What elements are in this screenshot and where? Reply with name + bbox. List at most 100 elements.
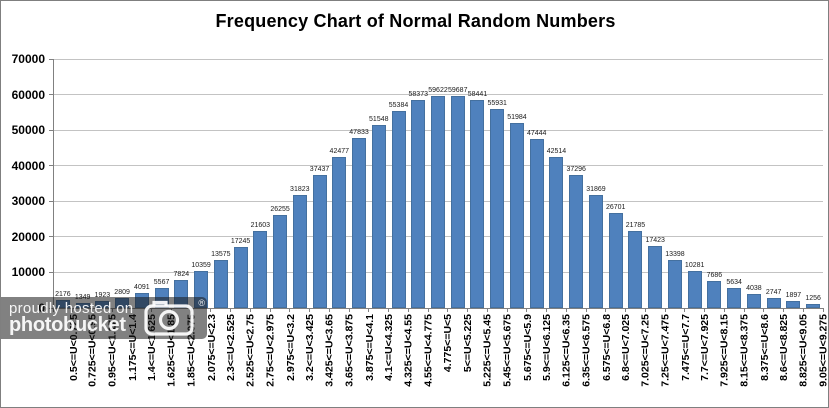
x-tick-label-text: 6.8<=U<7.025 xyxy=(620,314,633,381)
x-axis-tick xyxy=(684,308,686,312)
gridline xyxy=(53,58,823,60)
chart-title: Frequency Chart of Normal Random Numbers xyxy=(215,11,616,31)
bar xyxy=(549,157,564,308)
y-tick-label: 40000 xyxy=(11,158,45,173)
x-tick-label-text: 4.775<=U<5 xyxy=(442,314,455,373)
x-axis-tick xyxy=(328,308,330,312)
x-tick-label-text: 3.65<=U<3.875 xyxy=(343,314,356,387)
x-axis-tick xyxy=(526,308,528,312)
bar-value-label: 5634 xyxy=(726,279,742,286)
bar-value-label: 31823 xyxy=(290,186,310,193)
bar-value-label: 47833 xyxy=(349,129,369,136)
x-tick-label-text: 2.75<=U<2.975 xyxy=(264,314,277,387)
bar xyxy=(529,139,544,308)
bar-value-label: 58441 xyxy=(467,91,488,98)
bar-value-label: 4091 xyxy=(134,284,150,291)
x-axis-line xyxy=(53,308,823,309)
x-tick-label-text: 7.925<=U<8.15 xyxy=(718,314,731,387)
gridline xyxy=(53,94,823,96)
bar-value-label: 37437 xyxy=(309,166,330,173)
bar-value-label: 2176 xyxy=(55,291,71,298)
y-axis-tick xyxy=(49,236,53,238)
bar xyxy=(687,271,702,308)
x-tick-label-text: 7.25<=U<7.475 xyxy=(659,314,672,387)
bar-value-label: 47444 xyxy=(526,130,547,137)
bar xyxy=(667,260,682,308)
bar xyxy=(273,215,288,308)
bar xyxy=(312,175,327,308)
x-axis-tick xyxy=(289,308,291,312)
x-axis-tick xyxy=(802,308,804,312)
x-tick-label-text: 8.15<=U<8.375 xyxy=(738,314,751,387)
bar xyxy=(253,231,268,308)
bar xyxy=(233,247,248,308)
bar-value-label: 26701 xyxy=(605,204,626,211)
bar xyxy=(766,298,781,308)
bar-value-label: 37296 xyxy=(566,166,586,173)
x-axis-tick xyxy=(447,308,449,312)
x-tick-label-text: 5.675<=U<5.9 xyxy=(521,314,534,381)
bar-value-label: 13575 xyxy=(211,251,231,258)
bar xyxy=(332,157,347,308)
bar-value-label: 42514 xyxy=(546,148,567,155)
bar-value-label: 17423 xyxy=(645,237,665,244)
y-axis-tick xyxy=(49,58,53,60)
bar-value-label: 59687 xyxy=(448,87,468,94)
bar xyxy=(450,96,465,308)
x-axis-tick xyxy=(407,308,409,312)
bar xyxy=(707,281,722,308)
x-axis-tick xyxy=(348,308,350,312)
x-axis-tick xyxy=(230,308,232,312)
x-tick-label-text: 3.425<=U<3.65 xyxy=(324,314,337,387)
photobucket-watermark[interactable]: proudly hosted on photobucket ® xyxy=(1,297,207,339)
x-axis-tick xyxy=(704,308,706,312)
x-axis-tick xyxy=(743,308,745,312)
x-tick-label-text: 6.125<=U<6.35 xyxy=(560,314,573,387)
bar-value-label: 59622 xyxy=(428,87,448,94)
bar xyxy=(391,111,406,308)
x-axis-tick xyxy=(605,308,607,312)
bar-value-label: 21603 xyxy=(250,222,271,229)
y-tick-label: 60000 xyxy=(11,87,45,102)
x-axis-tick xyxy=(723,308,725,312)
x-tick-label-text: 6.35<=U<6.575 xyxy=(580,314,593,387)
bar-value-label: 2809 xyxy=(114,289,130,296)
bar xyxy=(431,96,445,308)
y-tick-label: 20000 xyxy=(11,229,45,244)
bar xyxy=(628,231,643,308)
x-axis-tick xyxy=(565,308,567,312)
bar-value-label: 1923 xyxy=(94,292,111,299)
bar-value-label: 51984 xyxy=(507,114,527,121)
x-axis-tick xyxy=(644,308,646,312)
x-tick-label-text: 3.875<=U<4.1 xyxy=(363,314,376,381)
watermark-brand: photobucket xyxy=(9,314,126,336)
x-axis-tick xyxy=(427,308,429,312)
bar xyxy=(470,100,485,308)
bar xyxy=(786,301,801,308)
x-axis-tick xyxy=(486,308,488,312)
x-axis-tick xyxy=(467,308,469,312)
bar-value-label: 51548 xyxy=(369,116,389,123)
x-tick-label-text: 2.075<=U<2.3 xyxy=(205,314,218,381)
x-axis-tick xyxy=(546,308,548,312)
y-axis-line xyxy=(53,59,54,309)
bar-value-label: 42477 xyxy=(329,148,350,155)
x-axis-tick xyxy=(664,308,666,312)
bar xyxy=(352,138,367,308)
bar-value-label: 4038 xyxy=(746,285,762,292)
bar-value-label: 55384 xyxy=(388,102,409,109)
x-tick-label-text: 8.825<=U<9.05 xyxy=(797,314,810,387)
x-axis-tick xyxy=(625,308,627,312)
bar xyxy=(588,195,603,308)
x-tick-label-text: 2.525<=U<2.75 xyxy=(245,314,258,387)
y-axis-tick xyxy=(49,271,53,273)
x-tick-label-text: 4.55<=U<4.775 xyxy=(422,314,435,387)
bar-value-label: 26255 xyxy=(270,206,290,213)
bar xyxy=(569,175,584,308)
x-axis-tick xyxy=(506,308,508,312)
bar-value-label: 1897 xyxy=(785,292,802,299)
x-tick-label-text: 7.7<=U<7.925 xyxy=(699,314,712,381)
x-tick-label-text: 5<=U<5.225 xyxy=(462,314,475,373)
y-axis-tick xyxy=(49,200,53,202)
